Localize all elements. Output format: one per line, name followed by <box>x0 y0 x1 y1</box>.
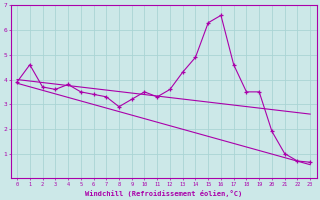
X-axis label: Windchill (Refroidissement éolien,°C): Windchill (Refroidissement éolien,°C) <box>85 190 242 197</box>
